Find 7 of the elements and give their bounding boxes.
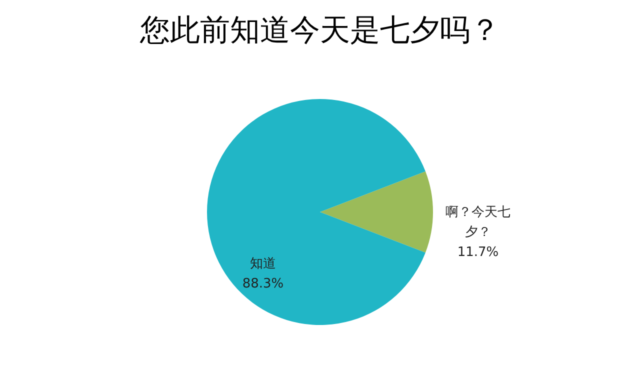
slice-label: 啊？今天七夕？ [446,205,510,240]
pie-slice [207,99,426,325]
slice-label: 知道 [250,256,276,272]
pie-slice [320,171,433,253]
chart-title: 您此前知道今天是七夕吗？ [139,13,500,48]
data-label: 88.3% [242,276,284,292]
data-label: 11.7% [457,245,499,260]
